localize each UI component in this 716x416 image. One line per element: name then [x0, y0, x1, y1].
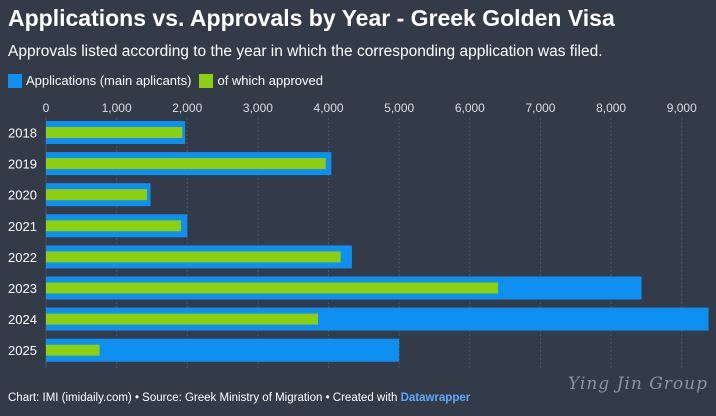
- bar-applications: [46, 338, 400, 362]
- x-tick-label: 0: [43, 101, 50, 115]
- watermark-logo: Ying Jin Group: [568, 374, 708, 394]
- y-category-label: 2023: [8, 281, 37, 296]
- legend-item-approved: of which approved: [199, 73, 323, 88]
- footer-source-text: Chart: IMI (imidaily.com) • Source: Gree…: [8, 392, 401, 404]
- bar-approved: [46, 189, 148, 201]
- legend-label-applications: Applications (main aplicants): [26, 73, 192, 88]
- datawrapper-link[interactable]: Datawrapper: [400, 392, 471, 404]
- bar-approved: [46, 251, 341, 263]
- bar-approved: [46, 127, 183, 138]
- bar-approved: [46, 158, 326, 170]
- x-tick-label: 3,000: [243, 101, 273, 115]
- legend-swatch-approved: [199, 73, 214, 88]
- x-tick-label: 8,000: [596, 101, 626, 115]
- bar-approved: [46, 282, 499, 294]
- y-category-label: 2022: [8, 250, 37, 265]
- bar-approved: [46, 313, 318, 325]
- bar-approved: [46, 344, 100, 356]
- x-tick-label: 2,000: [172, 101, 202, 115]
- x-tick-label: 4,000: [314, 101, 344, 115]
- legend: Applications (main aplicants) of which a…: [8, 73, 331, 88]
- legend-label-approved: of which approved: [217, 73, 323, 88]
- legend-swatch-applications: [8, 73, 22, 88]
- x-tick-label: 7,000: [525, 101, 555, 115]
- y-category-label: 2024: [8, 312, 37, 327]
- y-category-label: 2018: [8, 126, 37, 141]
- x-tick-label: 9,000: [667, 101, 697, 115]
- chart-subtitle: Approvals listed according to the year i…: [8, 43, 603, 60]
- y-category-label: 2025: [8, 343, 37, 358]
- x-tick-label: 1,000: [102, 101, 132, 115]
- legend-item-applications: Applications (main aplicants): [8, 73, 191, 88]
- chart-title: Applications vs. Approvals by Year - Gre…: [8, 5, 615, 31]
- bar-chart: 0 1,000 2,000 3,000 4,000 5,000 6,000 7,000 8,00…: [8, 101, 709, 368]
- y-category-label: 2021: [8, 219, 37, 234]
- bar-applications: [46, 307, 709, 331]
- x-tick-label: 5,000: [384, 101, 414, 115]
- y-category-label: 2019: [8, 157, 37, 172]
- footer-credit: Chart: IMI (imidaily.com) • Source: Gree…: [8, 392, 470, 404]
- x-tick-label: 6,000: [455, 101, 485, 115]
- y-category-label: 2020: [8, 188, 37, 203]
- bar-approved: [46, 220, 181, 232]
